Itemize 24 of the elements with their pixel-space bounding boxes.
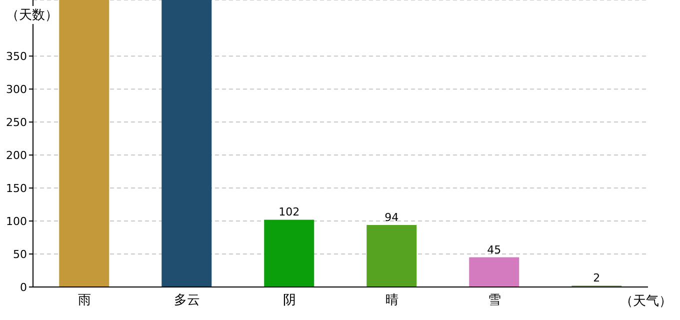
y-tick-label: 350	[6, 50, 27, 63]
x-axis-title: （天气）	[620, 293, 672, 310]
data-label: 94	[384, 210, 399, 224]
x-tick-label: 雨	[78, 293, 91, 308]
bar	[366, 224, 417, 287]
data-label: 2	[593, 272, 600, 285]
y-axis-title: （天数）	[6, 6, 58, 24]
bar	[59, 0, 110, 287]
y-tick-label: 50	[13, 248, 27, 261]
y-tick-label: 100	[6, 214, 27, 228]
bar	[264, 220, 314, 287]
data-label: 45	[487, 243, 502, 256]
data-label: 102	[278, 206, 300, 219]
y-tick-label: 250	[6, 116, 27, 129]
bar	[162, 0, 212, 287]
x-tick-label: 阴	[282, 293, 296, 308]
x-tick-label: 晴	[385, 293, 398, 308]
x-tick-label: 多云	[174, 293, 200, 308]
y-tick-label: 150	[6, 182, 27, 195]
y-tick-label: 0	[20, 280, 27, 294]
bar	[469, 257, 520, 287]
y-tick-label: 200	[6, 148, 27, 162]
x-tick-label: 雪	[488, 293, 501, 308]
y-tick-label: 300	[6, 82, 27, 96]
